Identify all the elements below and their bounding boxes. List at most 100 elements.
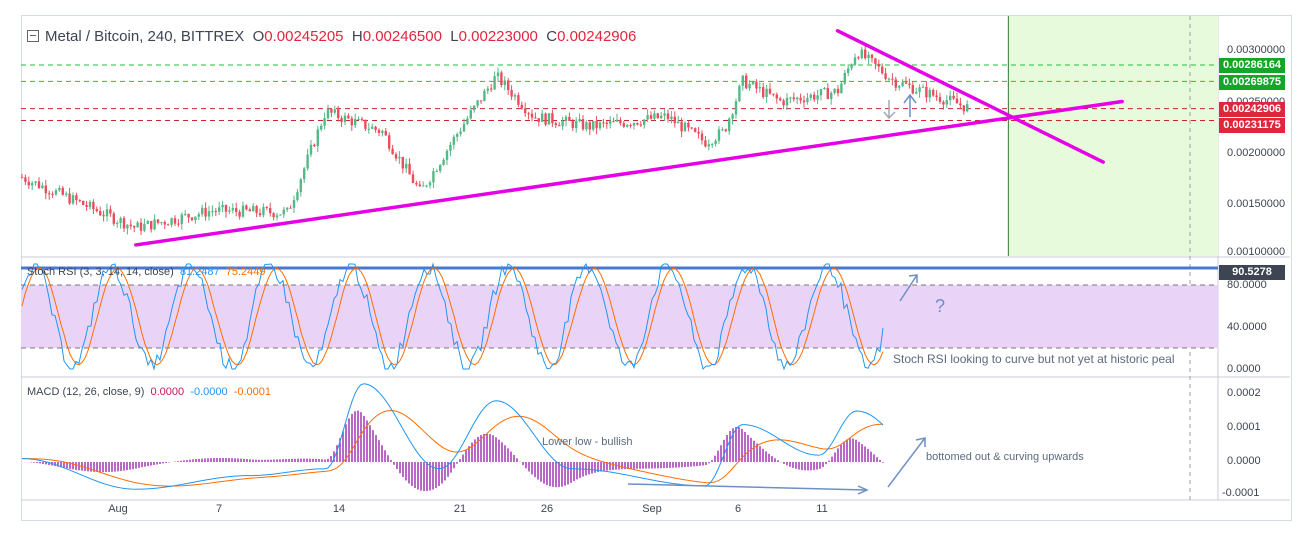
candle-body bbox=[490, 88, 493, 90]
candle-body bbox=[942, 101, 945, 105]
candle-body bbox=[235, 208, 238, 212]
stoch-d-value: 75.2449 bbox=[225, 266, 266, 278]
candle-body bbox=[966, 104, 969, 112]
candle-body bbox=[279, 214, 282, 216]
candle-body bbox=[568, 116, 571, 121]
candle-body bbox=[938, 97, 942, 102]
stoch-k-line bbox=[21, 262, 884, 371]
candle-body bbox=[520, 104, 523, 109]
candle-body bbox=[255, 206, 258, 214]
collapse-toggle-icon[interactable] bbox=[27, 30, 39, 42]
symbol-title: Metal / Bitcoin, 240, BITTREX bbox=[45, 28, 245, 45]
candle-body bbox=[959, 103, 962, 106]
candle-body bbox=[782, 100, 785, 106]
open-key: O bbox=[252, 28, 265, 45]
candle-body bbox=[768, 88, 772, 94]
candle-body bbox=[680, 121, 683, 132]
candle-body bbox=[258, 213, 262, 216]
stoch-up-arrow-icon bbox=[899, 274, 918, 302]
candle-body bbox=[466, 118, 469, 124]
candle-body bbox=[112, 213, 115, 224]
candle-body bbox=[109, 209, 112, 214]
price-axis-label: 0.00200000 bbox=[1227, 147, 1286, 159]
candle-body bbox=[809, 94, 812, 98]
candle-body bbox=[473, 105, 476, 111]
candle-body bbox=[133, 226, 136, 228]
candle-body bbox=[282, 209, 285, 215]
price-tag-level: 0.00286164 bbox=[1219, 58, 1285, 73]
candle-body bbox=[554, 123, 557, 126]
candle-body bbox=[411, 174, 415, 183]
candle-body bbox=[847, 68, 850, 73]
candle-body bbox=[745, 75, 748, 89]
candle-body bbox=[612, 121, 615, 123]
candle-body bbox=[150, 221, 153, 230]
candle-body bbox=[558, 125, 561, 127]
candle-body bbox=[136, 222, 139, 228]
divergence-line bbox=[627, 483, 867, 491]
candle-body bbox=[731, 114, 734, 119]
low-key: L bbox=[450, 28, 459, 45]
x-axis-label: Aug bbox=[108, 503, 128, 515]
candle-body bbox=[796, 97, 799, 100]
candle-body bbox=[27, 181, 30, 186]
candle-body bbox=[194, 216, 197, 221]
candle-body bbox=[452, 136, 455, 145]
candle-body bbox=[289, 207, 292, 209]
candle-body bbox=[585, 122, 588, 130]
candle-body bbox=[663, 113, 666, 116]
candle-body bbox=[949, 95, 952, 101]
candle-body bbox=[894, 79, 897, 88]
candle-body bbox=[58, 187, 61, 191]
candle-body bbox=[78, 200, 81, 202]
candle-body bbox=[391, 148, 394, 155]
x-axis-label: Sep bbox=[642, 503, 662, 515]
divergence-arrowhead-icon bbox=[857, 485, 869, 495]
candle-body bbox=[201, 207, 204, 215]
x-axis-label: 14 bbox=[332, 503, 346, 515]
candle-body bbox=[160, 222, 163, 224]
candle-body bbox=[806, 97, 809, 103]
candle-body bbox=[313, 144, 316, 147]
candle-body bbox=[602, 122, 605, 124]
stoch-note-annotation: Stoch RSI looking to curve but not yet a… bbox=[893, 352, 1175, 366]
macd-signal-line bbox=[21, 410, 884, 487]
candle-body bbox=[248, 209, 251, 212]
candle-body bbox=[758, 87, 761, 89]
candle-body bbox=[551, 113, 554, 124]
candle-body bbox=[581, 119, 585, 130]
stoch-axis-label: 0.0000 bbox=[1227, 363, 1261, 375]
candle-body bbox=[524, 108, 527, 114]
candle-body bbox=[296, 192, 299, 200]
bottomed-annotation: bottomed out & curving upwards bbox=[926, 451, 1084, 463]
candle-body bbox=[163, 222, 166, 225]
candle-body bbox=[435, 171, 438, 173]
candle-body bbox=[527, 113, 530, 115]
candle-body bbox=[503, 80, 506, 86]
candle-body bbox=[643, 119, 646, 126]
candle-body bbox=[143, 223, 146, 231]
candle-body bbox=[449, 144, 452, 151]
candle-body bbox=[779, 98, 782, 101]
candle-body bbox=[211, 211, 214, 213]
candle-body bbox=[670, 116, 673, 120]
candle-body bbox=[354, 119, 357, 126]
stoch-axis-label: 80.0000 bbox=[1227, 279, 1267, 291]
candle-body bbox=[228, 210, 231, 212]
candle-body bbox=[639, 124, 642, 126]
candle-body bbox=[156, 219, 160, 223]
close-value: 0.00242906 bbox=[557, 28, 637, 45]
candle-body bbox=[901, 82, 904, 86]
x-axis-label: 21 bbox=[453, 503, 467, 515]
macd-axis-label: 0.0002 bbox=[1227, 387, 1261, 399]
stoch-legend: Stoch RSI (3, 3, 14, 14, close) 81.2487 … bbox=[27, 266, 266, 278]
candle-body bbox=[830, 92, 833, 100]
candle-body bbox=[326, 108, 330, 119]
candle-body bbox=[347, 115, 350, 119]
candle-body bbox=[306, 154, 309, 169]
candle-body bbox=[439, 164, 442, 172]
candle-body bbox=[340, 118, 343, 122]
candle-body bbox=[486, 88, 489, 91]
candle-body bbox=[615, 119, 619, 122]
